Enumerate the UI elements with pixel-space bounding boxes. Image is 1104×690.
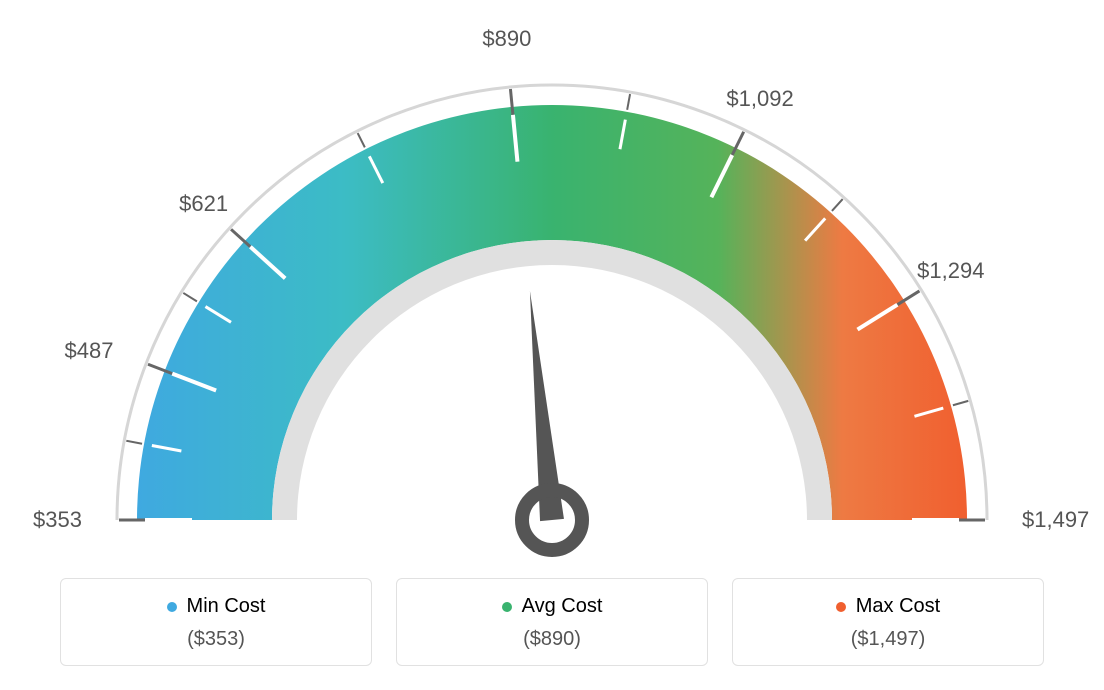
max-cost-value: ($1,497) — [733, 628, 1043, 651]
tick-label-621: $621 — [179, 191, 228, 217]
max-cost-label-text: Max Cost — [856, 595, 940, 618]
legend-row: Min Cost ($353) Avg Cost ($890) Max Cost… — [0, 578, 1104, 666]
min-cost-label: Min Cost — [61, 595, 371, 618]
tick-label-353: $353 — [33, 507, 82, 533]
avg-cost-dot — [502, 602, 512, 612]
max-cost-dot — [836, 602, 846, 612]
avg-cost-value: ($890) — [397, 628, 707, 651]
tick-label-890: $890 — [482, 26, 531, 52]
max-cost-card: Max Cost ($1,497) — [732, 578, 1044, 666]
cost-gauge-chart: $353 $487 $621 $890 $1,092 $1,294 $1,497… — [0, 0, 1104, 690]
min-cost-card: Min Cost ($353) — [60, 578, 372, 666]
min-cost-label-text: Min Cost — [187, 595, 266, 618]
tick-label-1497: $1,497 — [1022, 507, 1089, 533]
tick-label-1294: $1,294 — [917, 258, 984, 284]
tick-label-487: $487 — [65, 338, 114, 364]
avg-cost-label-text: Avg Cost — [522, 595, 603, 618]
avg-cost-card: Avg Cost ($890) — [396, 578, 708, 666]
max-cost-label: Max Cost — [733, 595, 1043, 618]
avg-cost-label: Avg Cost — [397, 595, 707, 618]
tick-label-1092: $1,092 — [726, 86, 793, 112]
min-cost-dot — [167, 602, 177, 612]
gauge-area: $353 $487 $621 $890 $1,092 $1,294 $1,497 — [0, 0, 1104, 560]
min-cost-value: ($353) — [61, 628, 371, 651]
